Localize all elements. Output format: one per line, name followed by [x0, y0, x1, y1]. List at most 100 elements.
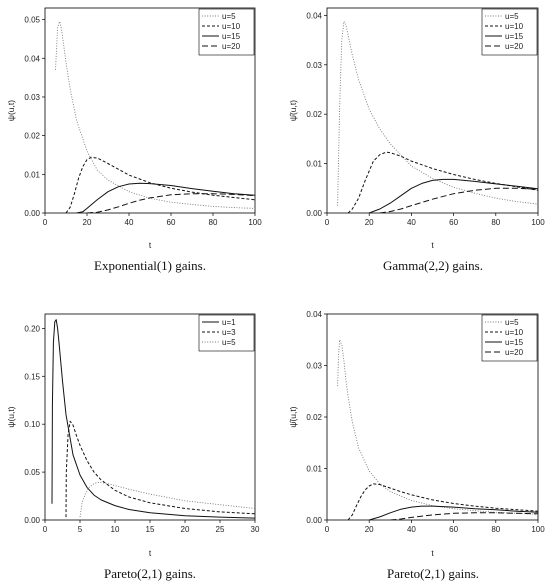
series-line-u-1: [51, 319, 255, 519]
panel-caption: Exponential(1) gains.: [94, 258, 206, 273]
y-axis-label: ψ̂(u,t): [288, 100, 298, 121]
x-tick-label: 100: [531, 525, 545, 534]
series-line-u-15: [76, 182, 255, 213]
chart-panel-1: 0 20 40 60 80 100 0.00 0.01 0.02 0.03 0.04 0.05 t ψ(u…: [6, 7, 262, 273]
series-line-u-10: [347, 483, 538, 520]
x-tick-label: 0: [43, 218, 48, 227]
legend-label: u=15: [505, 32, 524, 41]
panel-caption: Pareto(2,1) gains.: [104, 566, 196, 581]
x-tick-label: 0: [43, 525, 48, 534]
legend-label: u=10: [505, 328, 524, 337]
panel-caption: Gamma(2,2) gains.: [383, 258, 483, 273]
x-tick-label: 5: [78, 525, 83, 534]
legend-label: u=15: [222, 32, 241, 41]
legend-box: [198, 8, 255, 56]
x-tick-label: 40: [125, 218, 134, 227]
legend-box: [198, 314, 255, 352]
x-tick-label: 20: [365, 218, 374, 227]
x-tick-label: 15: [146, 525, 155, 534]
legend-box: [481, 314, 538, 362]
legend-label: u=20: [505, 42, 524, 51]
legend: u=5u=10u=15u=20: [481, 8, 538, 56]
x-tick-label: 10: [111, 525, 120, 534]
legend: u=5u=10u=15u=20: [481, 314, 538, 362]
x-tick-label: 0: [325, 218, 330, 227]
y-tick-label: 0.02: [306, 413, 322, 422]
y-tick-label: 0.03: [306, 61, 322, 70]
y-tick-label: 0.05: [24, 16, 40, 25]
y-tick-label: 0.04: [306, 310, 322, 319]
series-line-u-10: [347, 151, 538, 213]
chart-panel-3: 0 5 10 15 20 25 30 0.00 0.05 0.10 0.15 0.20 t ψ(u,t) u…: [6, 313, 260, 581]
y-tick-label: 0.03: [306, 362, 322, 371]
chart-panel-2: 0 20 40 60 80 100 0.00 0.01 0.02 0.03 0.04 t ψ̂(u,t)…: [288, 7, 545, 273]
y-tick-label: 0.01: [306, 465, 322, 474]
x-tick-label: 100: [248, 218, 262, 227]
y-tick-label: 0.02: [306, 110, 322, 119]
legend-label: u=15: [505, 338, 524, 347]
legend-label: u=20: [505, 348, 524, 357]
x-tick-label: 0: [325, 525, 330, 534]
y-tick-label: 0.01: [24, 170, 40, 179]
x-tick-label: 20: [181, 525, 190, 534]
y-tick-label: 0.00: [24, 516, 40, 525]
x-tick-label: 40: [407, 525, 416, 534]
series-line-u-5: [55, 21, 255, 209]
x-tick-label: 80: [491, 525, 500, 534]
y-tick-label: 0.00: [306, 209, 322, 218]
x-tick-label: 40: [407, 218, 416, 227]
series-line-u-20: [86, 193, 255, 213]
y-tick-label: 0.02: [24, 132, 40, 141]
panel-caption: Pareto(2,1) gains.: [387, 566, 479, 581]
legend-label: u=5: [222, 12, 236, 21]
series-line-u-10: [65, 156, 255, 213]
x-axis-label: t: [149, 548, 152, 558]
x-tick-label: 20: [83, 218, 92, 227]
y-tick-label: 0.04: [306, 11, 322, 20]
x-tick-label: 25: [216, 525, 225, 534]
legend-label: u=20: [222, 42, 241, 51]
series-line-u-15: [369, 505, 538, 520]
series-line-u-20: [379, 187, 538, 213]
legend-label: u=10: [222, 22, 241, 31]
y-tick-label: 0.20: [24, 324, 40, 333]
x-axis-label: t: [431, 548, 434, 558]
legend: u=1u=3u=5: [198, 314, 255, 352]
chart-panel-4: 0 20 40 60 80 100 0.00 0.01 0.02 0.03 0.04 t ψ̂(u,t)…: [288, 310, 545, 581]
y-axis-label: ψ(u,t): [6, 406, 16, 427]
plot-frame: [326, 7, 539, 214]
x-tick-label: 60: [449, 218, 458, 227]
legend-label: u=5: [222, 338, 236, 347]
legend-label: u=5: [505, 318, 519, 327]
legend: u=5u=10u=15u=20: [198, 8, 255, 56]
legend-label: u=3: [222, 328, 236, 337]
x-tick-label: 60: [449, 525, 458, 534]
series-line-u-15: [369, 178, 538, 213]
y-tick-label: 0.00: [306, 516, 322, 525]
x-tick-label: 30: [251, 525, 260, 534]
legend-label: u=5: [505, 12, 519, 21]
y-tick-label: 0.01: [306, 160, 322, 169]
x-axis-label: t: [431, 240, 434, 250]
y-axis-label: ψ(u,t): [6, 100, 16, 121]
y-axis-label: ψ̂(u,t): [288, 406, 298, 427]
x-axis-label: t: [149, 240, 152, 250]
legend-box: [481, 8, 538, 56]
series-line-u-20: [390, 512, 538, 520]
y-tick-label: 0.05: [24, 468, 40, 477]
x-tick-label: 80: [491, 218, 500, 227]
x-tick-label: 20: [365, 525, 374, 534]
series-line-u-3: [65, 420, 255, 518]
x-tick-label: 100: [531, 218, 545, 227]
x-tick-label: 80: [209, 218, 218, 227]
y-tick-label: 0.00: [24, 209, 40, 218]
legend-label: u=10: [505, 22, 524, 31]
y-tick-label: 0.15: [24, 372, 40, 381]
legend-label: u=1: [222, 318, 236, 327]
y-tick-label: 0.04: [24, 54, 40, 63]
x-tick-label: 60: [167, 218, 176, 227]
y-tick-label: 0.03: [24, 93, 40, 102]
plot-frame: [44, 7, 256, 214]
y-tick-label: 0.10: [24, 420, 40, 429]
